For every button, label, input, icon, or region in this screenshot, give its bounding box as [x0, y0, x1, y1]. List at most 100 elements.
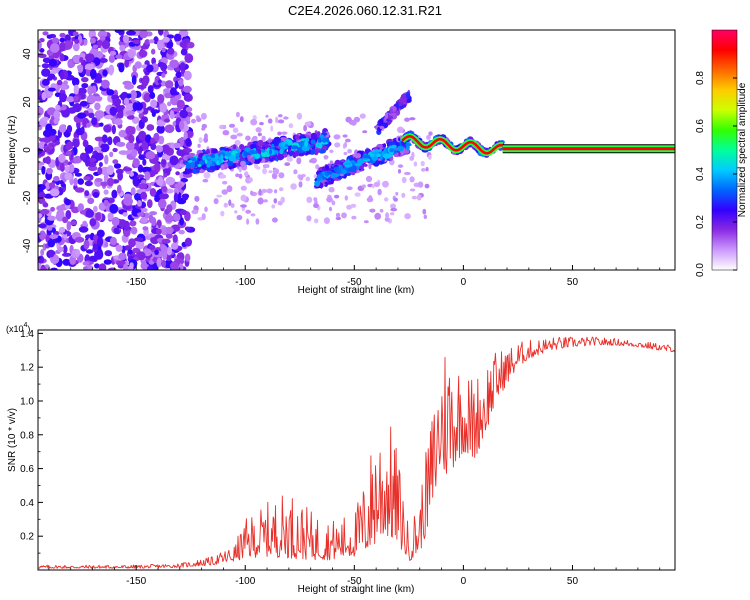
- heatmap-cell: [67, 107, 77, 114]
- heatmap-cell: [103, 114, 114, 120]
- heatmap-cell: [279, 148, 284, 155]
- heatmap-cell: [38, 191, 46, 199]
- heatmap-cell: [45, 156, 51, 165]
- heatmap-cell: [310, 148, 315, 155]
- heatmap-cell: [174, 80, 179, 90]
- heatmap-cell: [317, 136, 321, 143]
- heatmap-cell: [82, 139, 89, 148]
- heatmap-cell: [127, 249, 133, 255]
- heatmap-cell: [250, 157, 255, 164]
- heatmap-cell: [245, 209, 252, 214]
- heatmap-cell: [406, 91, 410, 99]
- heatmap-cell: [89, 218, 97, 227]
- heatmap-cell: [89, 68, 97, 79]
- heatmap-cell: [85, 53, 95, 63]
- heatmap-cell: [313, 218, 319, 224]
- heatmap-cell: [324, 165, 330, 170]
- snr-x-ticks: -150 -100 -50 0 50: [48, 565, 661, 587]
- heatmap-cell: [101, 79, 110, 89]
- heatmap-cell: [313, 197, 318, 202]
- heatmap-cell: [283, 116, 289, 120]
- heatmap-cell: [305, 176, 311, 182]
- heatmap-cell: [39, 230, 46, 241]
- heatmap-cell: [136, 200, 142, 207]
- heatmap-cell: [320, 141, 328, 145]
- heatmap-cell: [145, 134, 152, 144]
- heatmap-cell: [401, 176, 407, 184]
- heatmap-cell: [347, 166, 356, 173]
- heatmap-cell: [422, 208, 427, 215]
- heatmap-cell: [58, 153, 66, 163]
- heatmap-cell: [314, 200, 318, 205]
- x-tick-label: 50: [567, 576, 579, 587]
- heatmap-cell: [321, 166, 326, 172]
- heatmap-cell: [48, 87, 56, 92]
- heatmap-cell: [310, 139, 316, 145]
- heatmap-cell: [158, 30, 164, 36]
- heatmap-cell: [118, 252, 127, 261]
- heatmap-cell: [64, 172, 73, 181]
- heatmap-cell: [138, 49, 148, 58]
- heatmap-cell: [92, 44, 99, 49]
- heatmap-cell: [114, 30, 123, 34]
- heatmap-cell: [48, 182, 56, 189]
- heatmap-cell: [149, 244, 156, 250]
- heatmap-cell: [323, 217, 330, 225]
- heatmap-cell: [81, 83, 89, 89]
- heatmap-cell: [362, 154, 371, 159]
- heatmap-cell: [104, 250, 113, 257]
- spectrogram-y-axis-label: Frequency (Hz): [7, 116, 18, 185]
- heatmap-cell: [97, 166, 103, 175]
- y-tick-label: -20: [22, 190, 33, 205]
- heatmap-cell: [132, 39, 141, 44]
- heatmap-cell: [246, 218, 250, 225]
- y-tick-label: 0.8: [20, 430, 34, 441]
- heatmap-cell: [134, 237, 144, 242]
- heatmap-cell: [298, 174, 304, 181]
- heatmap-cell: [416, 194, 422, 201]
- heatmap-cell: [275, 116, 279, 124]
- heatmap-cell: [390, 203, 396, 209]
- heatmap-cell: [423, 214, 427, 219]
- x-tick-label: -100: [235, 576, 255, 587]
- heatmap-cell: [155, 228, 162, 235]
- heatmap-cell: [413, 161, 418, 167]
- heatmap-cell: [331, 200, 336, 206]
- heatmap-cell: [156, 178, 164, 186]
- heatmap-cell: [399, 98, 407, 104]
- heatmap-cell: [162, 36, 170, 43]
- heatmap-cell: [156, 124, 165, 134]
- heatmap-cell: [172, 107, 182, 112]
- heatmap-cell: [41, 63, 50, 69]
- heatmap-cell: [232, 127, 239, 133]
- heatmap-cell: [101, 134, 108, 143]
- heatmap-cell: [222, 180, 228, 185]
- heatmap-cell: [395, 191, 399, 196]
- heatmap-cell: [115, 141, 126, 147]
- heatmap-cell: [118, 62, 125, 73]
- heatmap-cell: [176, 149, 184, 157]
- heatmap-cell: [149, 91, 156, 99]
- heatmap-cell: [112, 147, 118, 153]
- spectrogram-x-axis-label: Height of straight line (km): [298, 285, 415, 296]
- heatmap-cell: [131, 75, 137, 85]
- heatmap-cell: [271, 204, 276, 209]
- heatmap-cell: [350, 203, 357, 208]
- heatmap-cell: [59, 41, 66, 52]
- heatmap-cell: [106, 89, 115, 96]
- heatmap-cell: [104, 241, 109, 248]
- heatmap-cell: [87, 165, 98, 171]
- heatmap-cell: [180, 48, 188, 56]
- heatmap-cell: [347, 148, 352, 154]
- heatmap-cell: [329, 149, 334, 153]
- heatmap-cell: [158, 198, 167, 209]
- heatmap-cell: [123, 220, 130, 231]
- heatmap-cell: [53, 118, 59, 125]
- heatmap-cell: [202, 178, 209, 183]
- heatmap-cell: [38, 255, 45, 264]
- heatmap-cell: [393, 197, 399, 202]
- heatmap-cell: [198, 137, 203, 144]
- heatmap-cell: [47, 239, 56, 248]
- heatmap-cell: [59, 92, 68, 103]
- heatmap-cell: [119, 44, 126, 52]
